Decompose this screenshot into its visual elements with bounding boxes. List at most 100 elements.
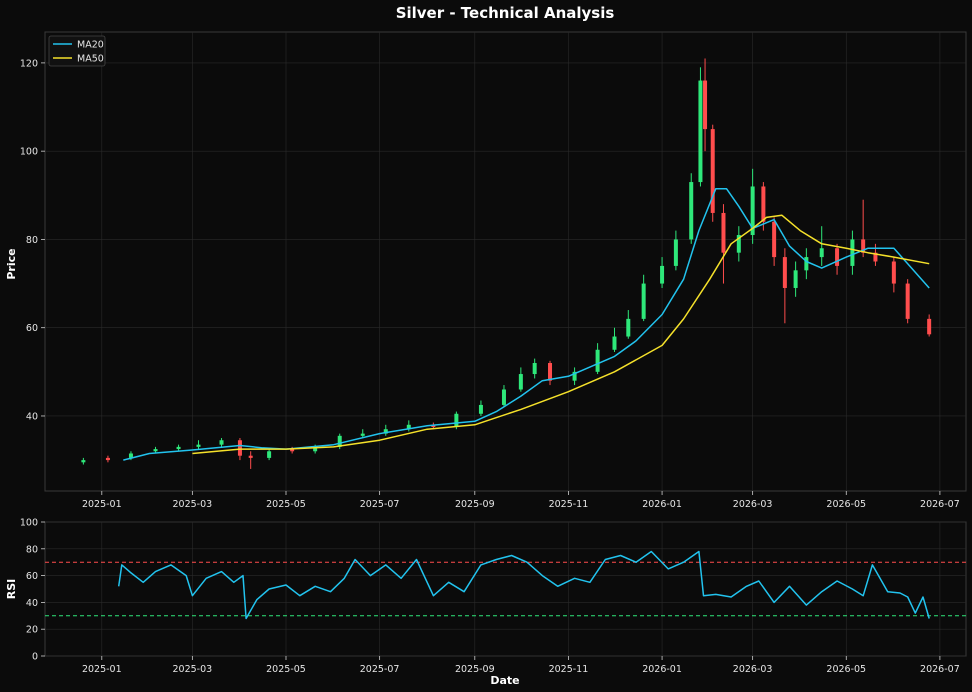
candle bbox=[761, 182, 766, 231]
candle bbox=[804, 248, 809, 280]
candle-body bbox=[721, 212, 726, 253]
candle bbox=[612, 327, 617, 352]
candle bbox=[641, 274, 646, 322]
candle bbox=[710, 124, 715, 222]
candle-body bbox=[736, 235, 741, 253]
candle bbox=[927, 314, 932, 337]
candle-body bbox=[861, 239, 866, 253]
price-y-axis-label: Price bbox=[5, 248, 18, 279]
candle-body bbox=[518, 374, 523, 390]
price-x-tick-label: 2025-05 bbox=[266, 499, 306, 510]
candle-body bbox=[153, 449, 158, 452]
candle bbox=[850, 230, 855, 275]
x-axis-label: Date bbox=[490, 674, 519, 687]
price-y-tick-label: 60 bbox=[26, 323, 38, 334]
rsi-line-series bbox=[117, 550, 930, 620]
candle bbox=[861, 199, 866, 258]
rsi-x-tick-label: 2025-03 bbox=[173, 664, 213, 675]
series-line-rsi bbox=[117, 550, 930, 620]
price-x-ticks: 2025-01 2025-03 2025-05 2025-07 2025-09 2025-… bbox=[82, 491, 960, 510]
price-x-tick-label: 2025-07 bbox=[360, 499, 400, 510]
price-plot-frame bbox=[44, 31, 967, 492]
candle bbox=[793, 261, 798, 297]
rsi-y-tick-label: 100 bbox=[20, 518, 38, 529]
price-x-tick-label: 2025-01 bbox=[82, 499, 122, 510]
candle-body bbox=[689, 182, 694, 240]
rsi-y-tick-label: 20 bbox=[26, 625, 38, 636]
candle bbox=[835, 243, 840, 275]
candle-body bbox=[873, 252, 878, 262]
candle bbox=[406, 420, 411, 432]
candle bbox=[176, 444, 181, 452]
price-y-tick-label: 40 bbox=[26, 411, 38, 422]
candle bbox=[248, 451, 253, 469]
candle-body bbox=[532, 363, 537, 375]
candle-body bbox=[267, 451, 272, 458]
candle bbox=[383, 424, 388, 436]
candle bbox=[548, 360, 553, 386]
candlestick-series bbox=[81, 58, 932, 469]
candle bbox=[572, 367, 577, 386]
candle-body bbox=[337, 435, 342, 447]
candle-body bbox=[313, 446, 318, 452]
price-y-ticks: 40 60 80 100 120 bbox=[20, 58, 45, 422]
candle bbox=[772, 217, 777, 266]
candle bbox=[626, 310, 631, 339]
candle-body bbox=[454, 413, 459, 428]
candle-body bbox=[905, 283, 910, 319]
candle bbox=[819, 226, 824, 266]
candle-body bbox=[750, 186, 755, 236]
candle-body bbox=[782, 257, 787, 288]
rsi-y-tick-label: 0 bbox=[32, 652, 38, 663]
candle-body bbox=[793, 270, 798, 288]
candle bbox=[81, 457, 86, 465]
price-y-tick-label: 120 bbox=[20, 58, 38, 69]
rsi-plot-frame bbox=[44, 521, 967, 657]
candle-body bbox=[660, 265, 665, 284]
candle bbox=[736, 226, 741, 262]
rsi-y-tick-label: 80 bbox=[26, 544, 38, 555]
candle bbox=[698, 67, 703, 187]
rsi-x-tick-label: 2026-07 bbox=[920, 664, 960, 675]
candle bbox=[518, 367, 523, 392]
rsi-x-tick-label: 2026-05 bbox=[826, 664, 866, 675]
candle bbox=[660, 257, 665, 288]
rsi-y-axis-label: RSI bbox=[5, 579, 18, 600]
candle-body bbox=[501, 389, 506, 405]
rsi-x-ticks: 2025-01 2025-03 2025-05 2025-07 2025-09 2025-… bbox=[82, 656, 960, 675]
candle-body bbox=[698, 80, 703, 183]
rsi-grid bbox=[45, 521, 966, 657]
price-y-tick-label: 80 bbox=[26, 235, 38, 246]
candle bbox=[673, 230, 678, 271]
candle bbox=[196, 440, 201, 450]
candle-body bbox=[360, 433, 365, 436]
price-grid bbox=[45, 32, 966, 491]
candle bbox=[501, 385, 506, 408]
rsi-x-tick-label: 2025-09 bbox=[455, 664, 495, 675]
candle-body bbox=[891, 261, 896, 284]
candle bbox=[595, 343, 600, 375]
candle bbox=[360, 429, 365, 439]
candle-body bbox=[641, 283, 646, 319]
candle-body bbox=[81, 460, 86, 463]
candle-body bbox=[612, 336, 617, 350]
candle-body bbox=[572, 371, 577, 381]
candle-body bbox=[478, 404, 483, 414]
candle bbox=[891, 257, 896, 293]
price-x-tick-label: 2026-03 bbox=[733, 499, 773, 510]
candle-body bbox=[248, 455, 253, 458]
candle-body bbox=[595, 349, 600, 372]
candle-body bbox=[850, 239, 855, 266]
candle-body bbox=[548, 363, 553, 381]
candle bbox=[721, 204, 726, 284]
candle-body bbox=[927, 318, 932, 335]
candle-body bbox=[673, 239, 678, 266]
rsi-y-ticks: 0 20 40 60 80 100 bbox=[20, 518, 45, 663]
candle bbox=[689, 173, 694, 244]
candle-body bbox=[626, 318, 631, 337]
candle-body bbox=[431, 424, 436, 428]
candle bbox=[782, 248, 787, 324]
